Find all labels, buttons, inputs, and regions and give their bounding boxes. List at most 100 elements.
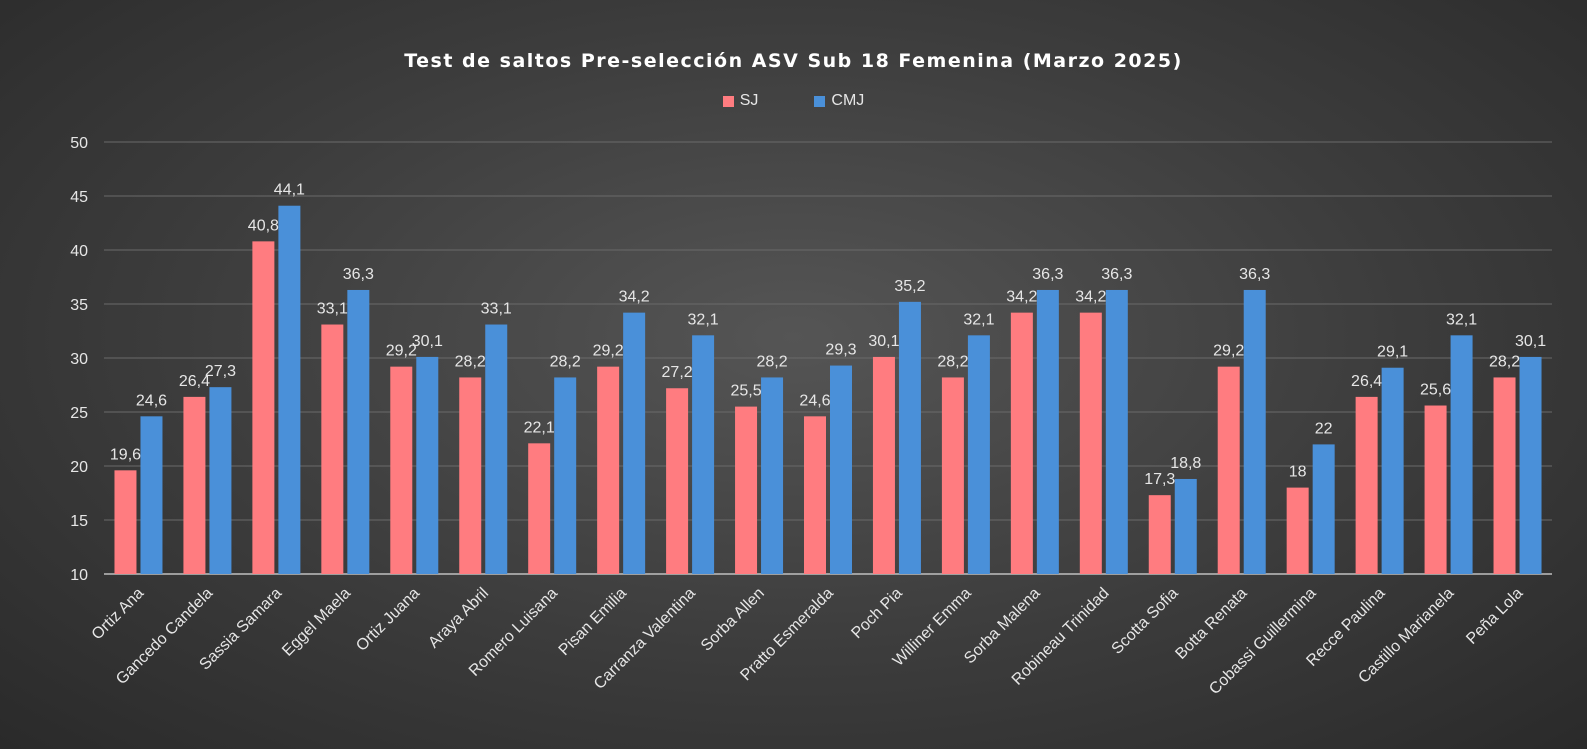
bar-sj: [1010, 312, 1033, 574]
bar-sj: [1079, 312, 1102, 574]
chart-title: Test de saltos Pre-selección ASV Sub 18 …: [404, 50, 1183, 72]
bar-cmj: [554, 377, 577, 574]
data-label-cmj: 29,1: [1377, 344, 1408, 361]
bar-sj: [735, 406, 758, 574]
data-label-cmj: 36,3: [1032, 266, 1063, 283]
bar-sj: [1355, 396, 1378, 574]
bar-sj: [459, 377, 482, 574]
bar-cmj: [830, 365, 852, 574]
data-label-sj: 25,5: [730, 383, 761, 400]
legend-item-cmj: CMJ: [814, 92, 864, 110]
bar-cmj: [1450, 335, 1473, 574]
y-tick-label: 35: [70, 297, 88, 314]
data-label-sj: 29,2: [1213, 343, 1244, 360]
data-label-sj: 27,2: [662, 364, 693, 381]
data-label-sj: 34,2: [1075, 289, 1106, 306]
data-label-sj: 40,8: [248, 217, 279, 234]
data-label-cmj: 32,1: [1446, 311, 1477, 328]
bar-cmj: [1174, 478, 1197, 574]
bar-sj: [321, 324, 344, 574]
data-label-sj: 18: [1289, 464, 1307, 481]
legend-swatch-cmj: [814, 95, 826, 107]
y-tick-label: 25: [70, 405, 88, 422]
x-tick-label: Araya Abril: [425, 585, 492, 652]
bar-sj: [597, 366, 620, 574]
data-label-cmj: 32,1: [688, 311, 719, 328]
bar-sj: [1148, 495, 1171, 574]
y-tick-label: 40: [70, 243, 88, 260]
data-label-cmj: 24,6: [136, 392, 167, 409]
bar-sj: [390, 366, 413, 574]
data-label-cmj: 28,2: [550, 353, 581, 370]
x-tick-label: Sorba Allen: [698, 585, 768, 655]
data-label-sj: 25,6: [1420, 382, 1451, 399]
data-label-cmj: 36,3: [1239, 266, 1270, 283]
y-tick-label: 30: [70, 351, 88, 368]
bar-sj: [1286, 487, 1309, 574]
bar-cmj: [1519, 356, 1542, 574]
data-label-sj: 26,4: [179, 373, 210, 390]
bar-cmj: [278, 205, 301, 574]
bar-sj: [252, 241, 275, 575]
data-label-sj: 19,6: [110, 446, 141, 463]
bar-cmj: [967, 335, 990, 574]
bar-sj: [183, 396, 206, 574]
bar-cmj: [1381, 367, 1404, 574]
bar-cmj: [209, 387, 232, 574]
data-label-cmj: 30,1: [412, 333, 443, 350]
bar-cmj: [898, 301, 921, 574]
bar-cmj: [416, 356, 439, 574]
x-tick-label: Scotta Sofia: [1109, 585, 1182, 658]
bar-cmj: [1036, 289, 1059, 574]
y-tick-label: 50: [70, 135, 88, 152]
bar-cmj: [485, 324, 508, 574]
x-tick-label: Ortiz Ana: [89, 585, 148, 644]
data-label-sj: 22,1: [524, 419, 555, 436]
bar-sj: [1217, 366, 1240, 574]
data-label-sj: 28,2: [937, 353, 968, 370]
y-tick-label: 20: [70, 459, 88, 476]
data-label-sj: 30,1: [868, 333, 899, 350]
bar-cmj: [761, 377, 784, 574]
x-tick-label: Pisan Emilia: [556, 585, 630, 659]
data-label-sj: 28,2: [1489, 353, 1520, 370]
bar-sj: [114, 470, 137, 574]
y-tick-label: 15: [70, 513, 88, 530]
data-label-cmj: 28,2: [756, 353, 787, 370]
y-tick-label: 10: [70, 567, 88, 584]
bar-sj: [872, 356, 895, 574]
legend-swatch-sj: [722, 95, 734, 107]
bar-sj: [528, 443, 551, 574]
bar-sj: [804, 416, 826, 574]
bar-cmj: [623, 312, 646, 574]
data-label-cmj: 30,1: [1515, 333, 1546, 350]
bar-cmj: [347, 289, 370, 574]
legend-label-cmj: CMJ: [831, 92, 865, 109]
legend: SJ CMJ: [0, 92, 1587, 110]
bar-cmj: [1312, 444, 1335, 574]
data-label-sj: 29,2: [593, 343, 624, 360]
data-label-sj: 26,4: [1351, 373, 1382, 390]
data-label-cmj: 33,1: [481, 301, 512, 318]
x-tick-label: Peña Lola: [1463, 585, 1526, 648]
y-tick-label: 45: [70, 189, 88, 206]
data-label-sj: 33,1: [317, 301, 348, 318]
bar-sj: [941, 377, 964, 574]
x-tick-label: Poch Pia: [848, 585, 905, 642]
bar-cmj: [1105, 289, 1128, 574]
data-label-sj: 24,6: [799, 392, 830, 409]
data-label-cmj: 18,8: [1170, 455, 1201, 472]
bar-cmj: [140, 416, 163, 574]
data-label-sj: 17,3: [1144, 471, 1175, 488]
bar-sj: [1493, 377, 1516, 574]
data-label-cmj: 22: [1315, 420, 1333, 437]
bar-sj: [666, 388, 689, 574]
data-label-sj: 28,2: [455, 353, 486, 370]
data-label-cmj: 36,3: [1101, 266, 1132, 283]
legend-item-sj: SJ: [722, 92, 758, 110]
data-label-sj: 29,2: [386, 343, 417, 360]
data-label-cmj: 36,3: [343, 266, 374, 283]
x-tick-label: Eggel Maela: [279, 585, 354, 660]
